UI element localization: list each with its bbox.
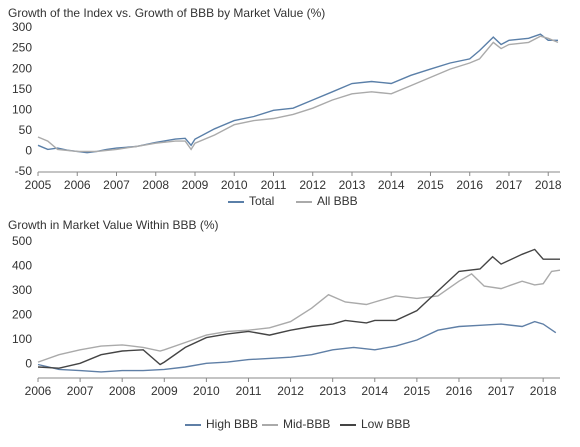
x-tick-label: 2012 <box>277 384 304 398</box>
x-tick-label: 2010 <box>193 384 220 398</box>
x-tick-label: 2007 <box>103 178 130 192</box>
series-line <box>37 248 560 369</box>
x-tick-label: 2018 <box>535 178 562 192</box>
x-tick-label: 2013 <box>319 384 346 398</box>
y-tick-label: 150 <box>12 82 32 96</box>
x-tick-label: 2016 <box>446 384 473 398</box>
x-tick-label: 2012 <box>299 178 326 192</box>
series-line <box>37 33 558 154</box>
x-tick-label: 2014 <box>378 178 405 192</box>
y-tick-label: 200 <box>12 61 32 75</box>
legend-label: Low BBB <box>361 417 410 431</box>
y-tick-label: 500 <box>12 234 32 248</box>
x-tick-label: 2017 <box>496 178 523 192</box>
x-tick-label: 2017 <box>488 384 515 398</box>
y-tick-label: 100 <box>12 102 32 116</box>
y-tick-label: 0 <box>25 144 32 158</box>
series-line <box>37 320 557 373</box>
y-tick-label: 300 <box>12 283 32 297</box>
legend-label: Total <box>249 194 274 208</box>
chart-title: Growth of the Index vs. Growth of BBB by… <box>8 6 325 20</box>
y-tick-label: 100 <box>12 332 32 346</box>
x-tick-label: 2011 <box>261 178 287 192</box>
y-tick-label: 200 <box>12 308 32 322</box>
x-tick-label: 2014 <box>361 384 388 398</box>
x-tick-label: 2006 <box>25 384 52 398</box>
x-tick-label: 2013 <box>339 178 366 192</box>
chart-title: Growth in Market Value Within BBB (%) <box>8 218 219 232</box>
legend-label: High BBB <box>206 417 258 431</box>
y-tick-label: 50 <box>19 123 33 137</box>
x-tick-label: 2007 <box>67 384 94 398</box>
x-tick-label: 2016 <box>456 178 483 192</box>
y-tick-label: 250 <box>12 41 32 55</box>
x-tick-label: 2008 <box>142 178 169 192</box>
legend-label: All BBB <box>317 194 358 208</box>
y-tick-label: -50 <box>15 164 33 178</box>
x-tick-label: 2008 <box>109 384 136 398</box>
x-tick-label: 2010 <box>221 178 248 192</box>
x-tick-label: 2011 <box>236 384 262 398</box>
x-tick-label: 2009 <box>182 178 209 192</box>
y-tick-label: 400 <box>12 259 32 273</box>
y-tick-label: 300 <box>12 20 32 34</box>
series-line <box>37 35 559 153</box>
x-tick-label: 2009 <box>151 384 178 398</box>
x-tick-label: 2005 <box>25 178 52 192</box>
x-tick-label: 2015 <box>404 384 431 398</box>
x-tick-label: 2006 <box>64 178 91 192</box>
y-tick-label: 0 <box>25 357 32 371</box>
series-line <box>37 269 561 363</box>
x-tick-label: 2015 <box>417 178 444 192</box>
x-tick-label: 2018 <box>530 384 557 398</box>
legend-label: Mid-BBB <box>283 417 330 431</box>
